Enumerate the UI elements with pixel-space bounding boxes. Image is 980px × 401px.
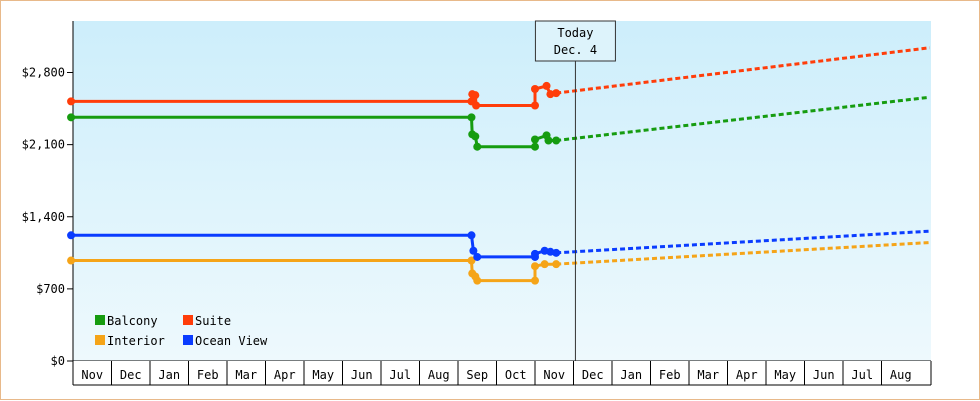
data-point xyxy=(531,85,539,93)
data-point xyxy=(471,91,480,100)
x-axis-band xyxy=(73,361,931,387)
data-point xyxy=(471,132,480,141)
legend: Balcony Suite Interior Ocean View xyxy=(95,314,268,348)
data-point xyxy=(531,142,539,151)
y-tick-label: $700 xyxy=(36,282,65,296)
data-point xyxy=(472,101,481,110)
x-tick-label: Feb xyxy=(197,368,219,382)
x-tick-label: Jan xyxy=(158,368,180,382)
data-point xyxy=(467,113,476,122)
x-tick-label: May xyxy=(312,368,334,382)
x-tick-label: Jul xyxy=(851,368,873,382)
axes-group: $0 $700 $1,400 $2,100 $2,800 Nov Dec Jan Feb Mar A… xyxy=(22,21,932,387)
legend-swatch-balcony xyxy=(95,315,105,325)
forecast-line-suite xyxy=(555,46,930,95)
legend-label: Suite xyxy=(195,314,231,328)
data-point xyxy=(542,81,551,90)
legend-label: Ocean View xyxy=(195,334,268,348)
series-lines-group xyxy=(67,46,930,285)
today-callout-box xyxy=(534,20,616,62)
data-point xyxy=(467,256,476,265)
x-tick-label: Mar xyxy=(697,368,719,382)
data-point xyxy=(67,113,76,122)
today-callout-label: Today xyxy=(557,26,593,40)
legend-swatch-interior xyxy=(95,335,105,345)
data-point xyxy=(473,252,482,261)
x-tick-label: Aug xyxy=(428,368,450,382)
data-point xyxy=(67,256,76,265)
y-tick-label: $1,400 xyxy=(22,210,65,224)
x-tick-label: Feb xyxy=(659,368,681,382)
forecast-line-ocean-view xyxy=(556,229,930,255)
x-tick-label: Oct xyxy=(505,368,527,382)
data-point xyxy=(540,260,549,269)
x-tick-label: Aug xyxy=(890,368,912,382)
today-callout-date: Dec. 4 xyxy=(554,43,597,57)
x-tick-label: Jul xyxy=(389,368,411,382)
legend-label: Interior xyxy=(107,334,165,348)
y-tick-label: $0 xyxy=(51,354,65,368)
data-point xyxy=(467,231,476,240)
data-point xyxy=(531,101,539,110)
x-tick-label: Dec xyxy=(582,368,604,382)
data-point xyxy=(531,249,539,258)
data-point xyxy=(544,136,553,145)
x-tick-label: Sep xyxy=(466,368,488,382)
legend-swatch-suite xyxy=(183,315,193,325)
data-point xyxy=(469,246,478,255)
x-tick-label: Nov xyxy=(543,368,565,382)
data-point xyxy=(67,231,76,240)
x-tick-label: Mar xyxy=(235,368,257,382)
y-tick-label: $2,800 xyxy=(22,66,65,80)
data-point xyxy=(473,276,482,285)
data-point xyxy=(473,142,482,151)
data-point xyxy=(531,276,539,285)
y-tick-label: $2,100 xyxy=(22,138,65,152)
data-point xyxy=(67,97,76,106)
legend-swatch-ocean-view xyxy=(183,335,193,345)
x-tick-label: May xyxy=(774,368,796,382)
today-annotation-group: Today Dec. 4 xyxy=(534,20,616,361)
x-tick-label: Dec xyxy=(120,368,142,382)
x-tick-label: Jan xyxy=(620,368,642,382)
x-tick-label: Nov xyxy=(81,368,103,382)
x-tick-label: Apr xyxy=(736,368,758,382)
forecast-line-interior xyxy=(556,241,930,266)
x-tick-label: Apr xyxy=(274,368,296,382)
forecast-line-balcony xyxy=(556,95,930,143)
x-tick-label: Jun xyxy=(813,368,835,382)
data-point xyxy=(531,135,539,144)
legend-label: Balcony xyxy=(107,314,158,328)
plot-area-background xyxy=(73,21,931,361)
data-point xyxy=(531,262,539,271)
x-tick-label: Jun xyxy=(351,368,373,382)
